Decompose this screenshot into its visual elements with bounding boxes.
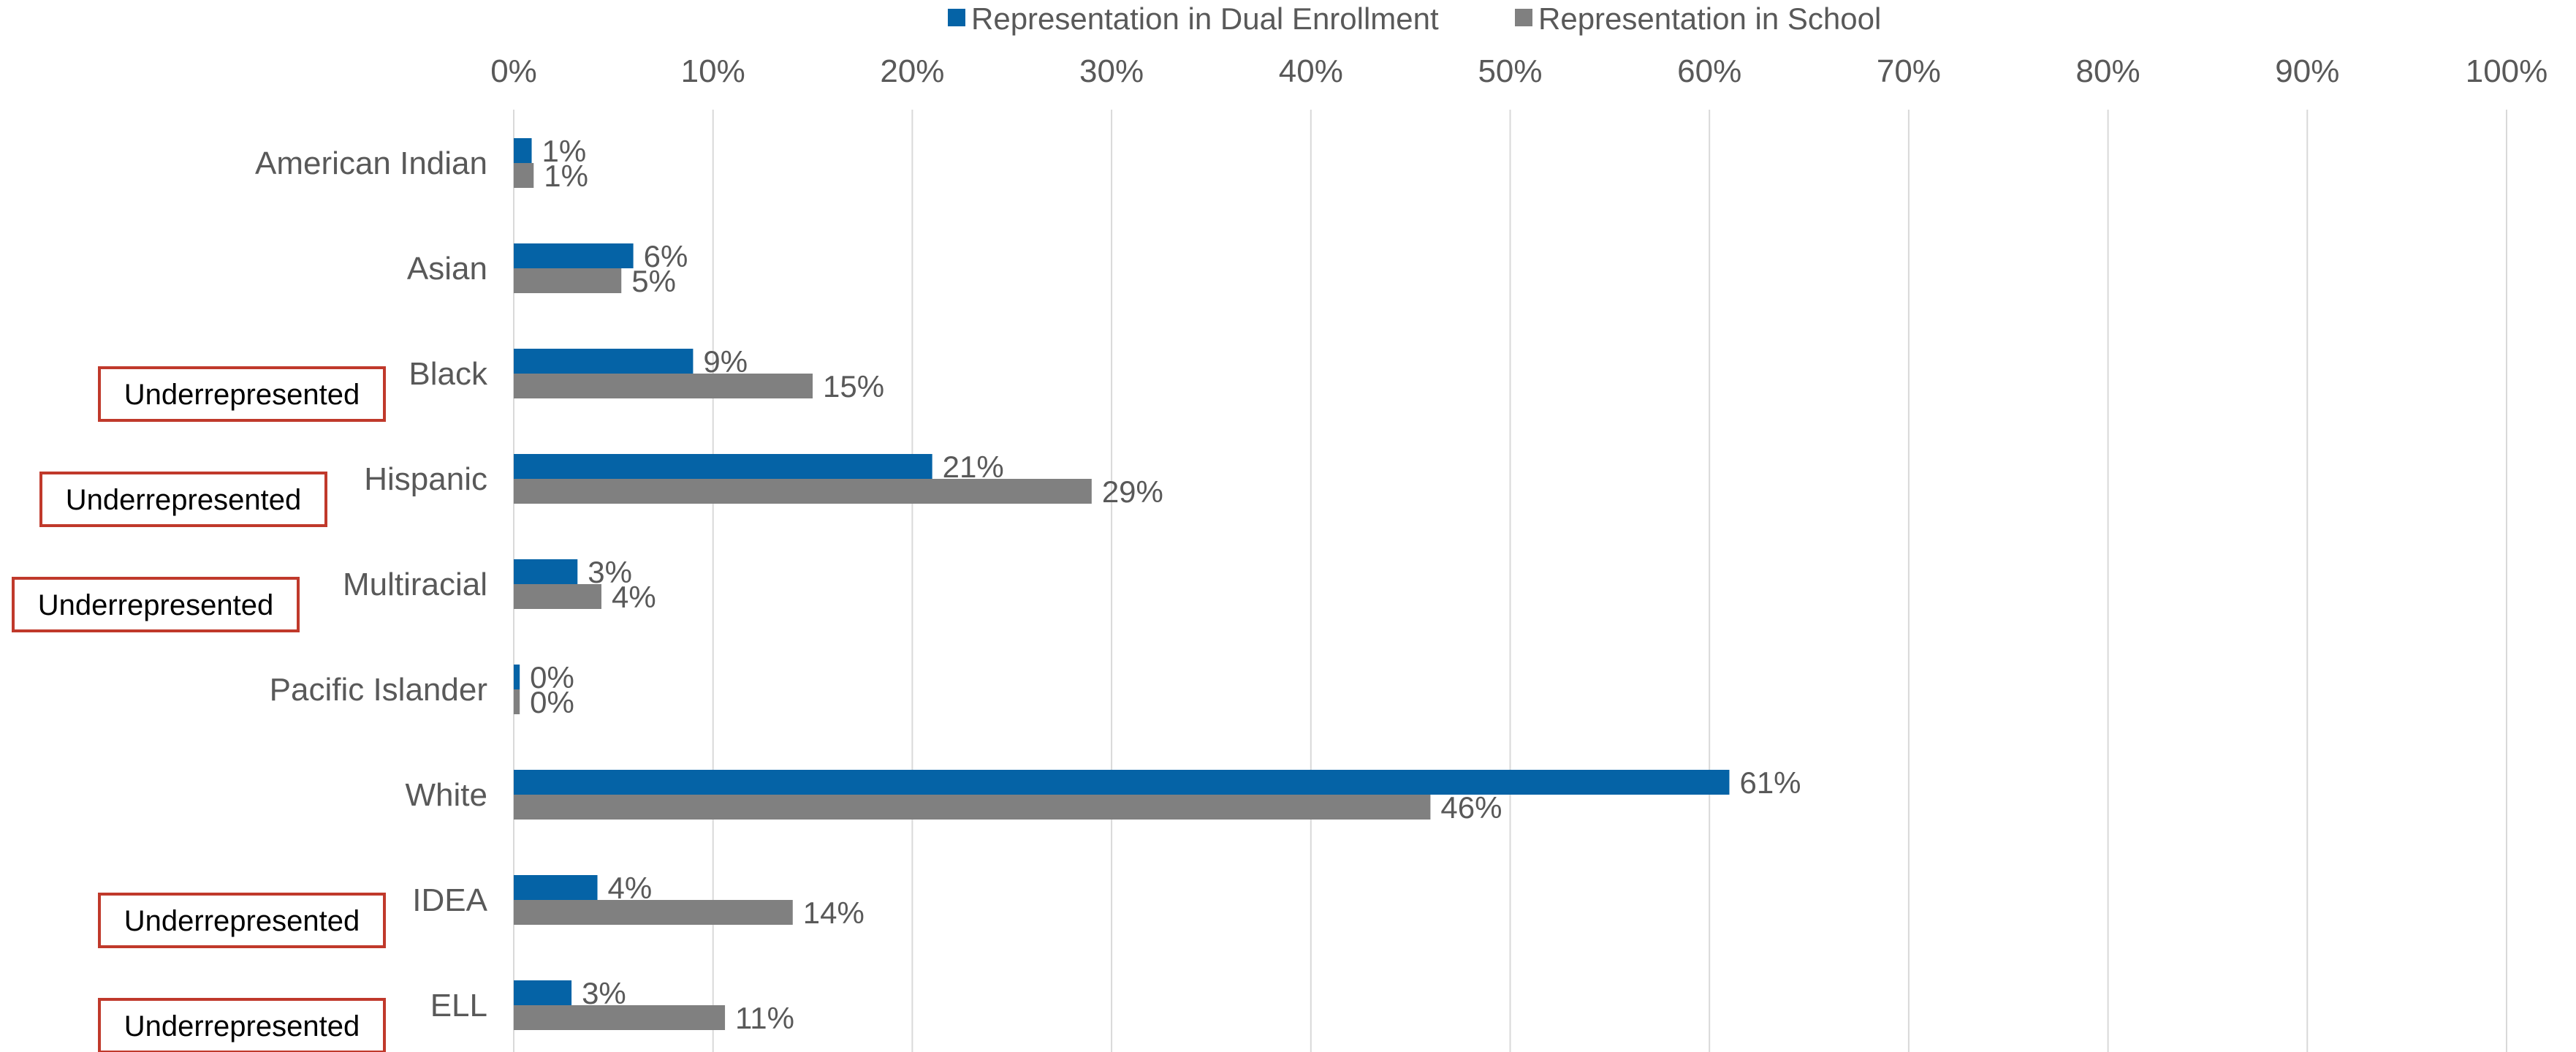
bar-school	[514, 795, 1431, 820]
bar-dual-enrollment	[514, 243, 634, 268]
x-tick-label: 100%	[2466, 53, 2548, 89]
underrepresented-box	[98, 998, 386, 1052]
bar-school	[514, 900, 793, 925]
x-tick-label: 90%	[2275, 53, 2339, 89]
data-label: 11%	[735, 1001, 794, 1035]
bar-school	[514, 163, 534, 188]
bar-school	[514, 1005, 726, 1030]
underrepresented-box	[12, 577, 300, 632]
category-label: Hispanic	[364, 461, 487, 497]
data-label: 0%	[530, 685, 574, 719]
bar-dual-enrollment	[514, 559, 578, 584]
annotations: Underrepresented Underrepresented Underrep…	[12, 366, 386, 1052]
bar-school	[514, 268, 622, 293]
gridlines	[513, 110, 2507, 1052]
x-tick-label: 60%	[1677, 53, 1741, 89]
data-labels: 1%1%6%5%9%15%21%29%3%4%0%0%61%46%4%14%3%…	[530, 134, 1801, 1035]
category-label: Asian	[407, 251, 487, 287]
x-axis-ticks: 0% 10% 20% 30% 40% 50% 60% 70% 80% 90% 100%	[490, 53, 2547, 89]
bar-dual-enrollment	[514, 454, 932, 479]
data-label: 14%	[803, 896, 865, 930]
data-label: 46%	[1440, 790, 1502, 825]
bar-dual-enrollment	[514, 349, 694, 374]
category-label: Pacific Islander	[270, 672, 487, 708]
data-label: 5%	[631, 264, 676, 298]
data-label: 9%	[703, 344, 748, 379]
legend-swatch	[1515, 9, 1532, 26]
category-label: White	[406, 777, 487, 813]
category-labels: American Indian Asian Black Hispanic Multira…	[255, 145, 488, 1023]
data-label: 1%	[542, 134, 587, 168]
legend-label: Representation in Dual Enrollment	[971, 1, 1439, 36]
x-tick-label: 40%	[1279, 53, 1343, 89]
underrepresented-label: Underrepresented	[38, 589, 273, 621]
bar-school	[514, 479, 1092, 504]
bar-dual-enrollment	[514, 875, 598, 900]
bar-school	[514, 689, 520, 714]
data-label: 1%	[544, 159, 588, 193]
bars	[514, 138, 1730, 1030]
legend-swatch	[948, 9, 965, 26]
x-tick-label: 20%	[880, 53, 944, 89]
category-label: IDEA	[412, 882, 487, 918]
data-label: 3%	[588, 555, 632, 589]
data-label: 4%	[612, 580, 656, 614]
x-tick-label: 0%	[490, 53, 537, 89]
bar-dual-enrollment	[514, 665, 520, 689]
legend: Representation in Dual Enrollment Represe…	[948, 1, 1881, 36]
category-label: Multiracial	[343, 567, 487, 602]
bar-dual-enrollment	[514, 138, 532, 163]
x-tick-label: 30%	[1079, 53, 1144, 89]
data-label: 0%	[530, 660, 574, 695]
legend-label: Representation in School	[1538, 1, 1881, 36]
underrepresented-label: Underrepresented	[124, 379, 360, 411]
underrepresented-box	[98, 893, 386, 948]
x-tick-label: 70%	[1877, 53, 1941, 89]
data-label: 3%	[582, 976, 626, 1010]
category-label: American Indian	[255, 145, 487, 181]
underrepresented-label: Underrepresented	[124, 905, 360, 937]
bar-school	[514, 584, 601, 609]
bar-school	[514, 374, 813, 398]
category-label: Black	[409, 356, 488, 392]
x-tick-label: 80%	[2076, 53, 2140, 89]
data-label: 21%	[943, 450, 1004, 484]
data-label: 4%	[608, 871, 653, 905]
underrepresented-label: Underrepresented	[124, 1010, 360, 1042]
category-label: ELL	[430, 988, 487, 1023]
bar-dual-enrollment	[514, 770, 1730, 795]
data-label: 29%	[1102, 474, 1163, 509]
underrepresented-box	[98, 366, 386, 422]
data-label: 15%	[823, 369, 884, 404]
x-tick-label: 50%	[1478, 53, 1542, 89]
underrepresented-label: Underrepresented	[66, 484, 301, 516]
x-tick-label: 10%	[681, 53, 745, 89]
underrepresented-box	[39, 472, 327, 527]
data-label: 6%	[644, 239, 688, 273]
bar-dual-enrollment	[514, 980, 572, 1005]
data-label: 61%	[1739, 765, 1801, 800]
